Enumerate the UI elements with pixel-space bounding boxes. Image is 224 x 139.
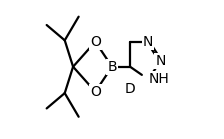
- Text: N: N: [155, 54, 166, 68]
- Text: D: D: [125, 82, 136, 96]
- Text: NH: NH: [149, 72, 170, 86]
- Text: O: O: [90, 35, 101, 49]
- Text: B: B: [107, 60, 117, 74]
- Text: N: N: [143, 35, 153, 49]
- Text: O: O: [90, 85, 101, 99]
